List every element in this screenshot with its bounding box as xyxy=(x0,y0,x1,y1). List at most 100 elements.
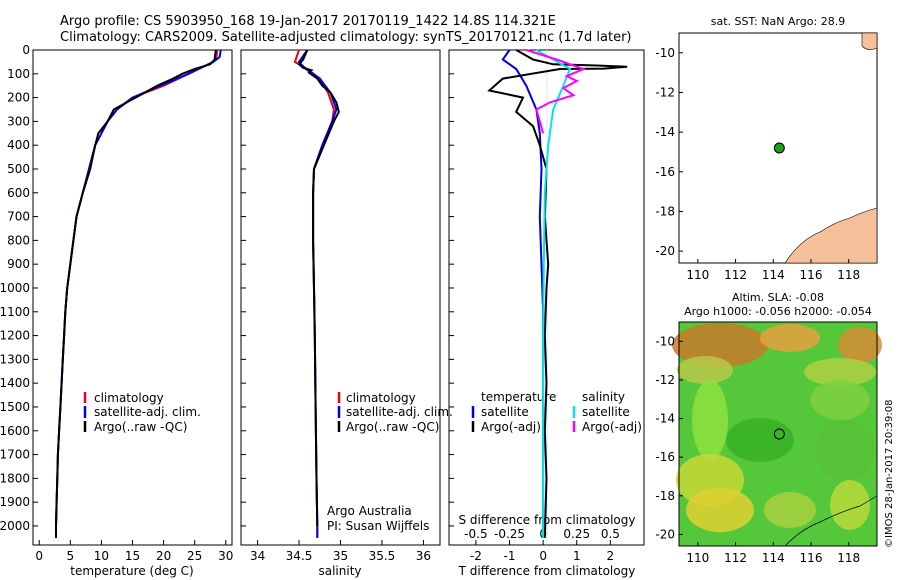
legend-satellite-label: satellite-adj. clim. xyxy=(346,405,453,419)
map-x-tick-label: 118 xyxy=(837,551,860,565)
legend-climatology-label: climatology xyxy=(346,391,416,405)
sla-blob xyxy=(760,324,820,352)
legend-argo-label: Argo(..raw -QC) xyxy=(346,420,439,434)
x-tick-label: 36 xyxy=(416,549,431,563)
sla-map-title-2: Argo h1000: -0.056 h2000: -0.054 xyxy=(684,305,872,318)
annotation-pi: PI: Susan Wijffels xyxy=(327,519,429,533)
y-tick-label: 700 xyxy=(7,210,30,224)
y-tick-label: 600 xyxy=(7,186,30,200)
x-tick-label: -1 xyxy=(504,549,516,563)
copyright-timestamp: ©IMOS 28-Jan-2017 20:39:08 xyxy=(884,399,895,548)
salinity-xlabel: salinity xyxy=(318,564,361,578)
x-tick-label: 35.5 xyxy=(369,549,396,563)
temperature-legend: climatology satellite-adj. clim. Argo(..… xyxy=(83,391,201,434)
y-tick-label: 1200 xyxy=(0,329,30,343)
map-x-tick-label: 114 xyxy=(762,268,785,282)
x-tick-label: 10 xyxy=(94,549,109,563)
sla-map-title-1: Altim. SLA: -0.08 xyxy=(732,291,824,304)
sst-map-land-ne xyxy=(861,32,878,50)
header-line-1: Argo profile: CS 5903950_168 19-Jan-2017… xyxy=(60,14,556,29)
header-line-2: Climatology: CARS2009. Satellite-adjuste… xyxy=(60,30,632,45)
x-tick-label: 5 xyxy=(66,549,74,563)
y-tick-label: 1300 xyxy=(0,352,30,366)
x-tick-label: 25 xyxy=(187,549,202,563)
y-tick-label: 1600 xyxy=(0,424,30,438)
map-y-tick-label: -10 xyxy=(655,46,675,60)
sla-blob xyxy=(672,323,768,367)
sst-map-land-se xyxy=(784,207,878,264)
y-tick-label: 100 xyxy=(7,67,30,81)
map-x-tick-label: 112 xyxy=(724,268,747,282)
map-y-tick-label: -10 xyxy=(655,334,675,348)
sla-blob xyxy=(815,420,875,480)
x-tick-label: 1 xyxy=(573,549,581,563)
float-position-marker xyxy=(773,142,785,154)
sla-blob xyxy=(838,327,882,363)
legend-t-satellite-label: satellite xyxy=(481,405,529,419)
y-tick-label: 200 xyxy=(7,91,30,105)
y-tick-label: 1000 xyxy=(0,281,30,295)
sst-map-title: sat. SST: NaN Argo: 28.9 xyxy=(711,15,845,28)
x-tick-label: 30 xyxy=(218,549,233,563)
x-tick-label: 15 xyxy=(125,549,140,563)
y-tick-label: 400 xyxy=(7,138,30,152)
series-line-0-2 xyxy=(55,49,217,538)
legend-salinity-title: salinity xyxy=(582,390,625,404)
difference-panel xyxy=(448,49,645,546)
legend-climatology-label: climatology xyxy=(94,391,164,405)
sla-blob xyxy=(726,418,794,462)
map-y-tick-label: -12 xyxy=(655,373,675,387)
x-top-tick-label: -0.25 xyxy=(494,527,525,541)
salinity-panel xyxy=(240,49,441,546)
map-y-tick-label: -20 xyxy=(655,527,675,541)
y-tick-label: 500 xyxy=(7,162,30,176)
x-top-tick-label: 0.25 xyxy=(563,527,590,541)
series-line-2-0 xyxy=(501,49,545,538)
y-tick-label: 1700 xyxy=(0,448,30,462)
sla-coastline xyxy=(784,495,878,547)
map-x-tick-label: 114 xyxy=(762,551,785,565)
map-y-tick-label: -20 xyxy=(655,244,675,258)
x-tick-label: 34 xyxy=(250,549,265,563)
x-tick-label: 34.5 xyxy=(286,549,313,563)
map-y-tick-label: -16 xyxy=(655,450,675,464)
salinity-legend: climatology satellite-adj. clim. Argo(..… xyxy=(337,391,453,434)
annotation-argo-australia: Argo Australia xyxy=(327,504,412,518)
x-tick-label: 2 xyxy=(607,549,615,563)
x-tick-label: 35 xyxy=(333,549,348,563)
map-y-tick-label: -12 xyxy=(655,85,675,99)
sla-blob xyxy=(830,480,870,530)
y-tick-label: 1100 xyxy=(0,305,30,319)
map-y-tick-label: -16 xyxy=(655,165,675,179)
map-y-tick-label: -14 xyxy=(655,125,675,139)
sla-blob xyxy=(810,380,870,420)
map-y-tick-label: -18 xyxy=(655,204,675,218)
legend-temperature-title: temperature xyxy=(481,390,556,404)
legend-s-satellite-label: satellite xyxy=(582,405,630,419)
legend-argo-label: Argo(..raw -QC) xyxy=(94,420,187,434)
legend-satellite-label: satellite-adj. clim. xyxy=(94,405,201,419)
sla-blob xyxy=(764,492,816,528)
y-tick-label: 900 xyxy=(7,257,30,271)
map-y-tick-label: -14 xyxy=(655,412,675,426)
series-line-0-1 xyxy=(55,49,222,538)
series-line-0-0 xyxy=(55,49,219,538)
float-position-marker xyxy=(773,428,785,440)
y-tick-label: 1500 xyxy=(0,400,30,414)
sla-blob xyxy=(692,380,728,460)
y-tick-label: 2000 xyxy=(0,519,30,533)
series-line-1-2 xyxy=(297,49,340,527)
sla-blob xyxy=(686,488,754,532)
legend-s-argo-label: Argo(-adj) xyxy=(582,420,642,434)
x-top-tick-label: -0.5 xyxy=(464,527,487,541)
series-line-2-1 xyxy=(487,49,628,538)
map-y-tick-label: -18 xyxy=(655,489,675,503)
temperature-panel xyxy=(32,49,233,546)
series-line-2-3 xyxy=(526,49,587,134)
map-x-tick-label: 112 xyxy=(724,551,747,565)
sla-blob xyxy=(677,356,733,384)
y-tick-label: 800 xyxy=(7,233,30,247)
map-x-tick-label: 110 xyxy=(686,268,709,282)
x-top-tick-label: 0.5 xyxy=(601,527,620,541)
